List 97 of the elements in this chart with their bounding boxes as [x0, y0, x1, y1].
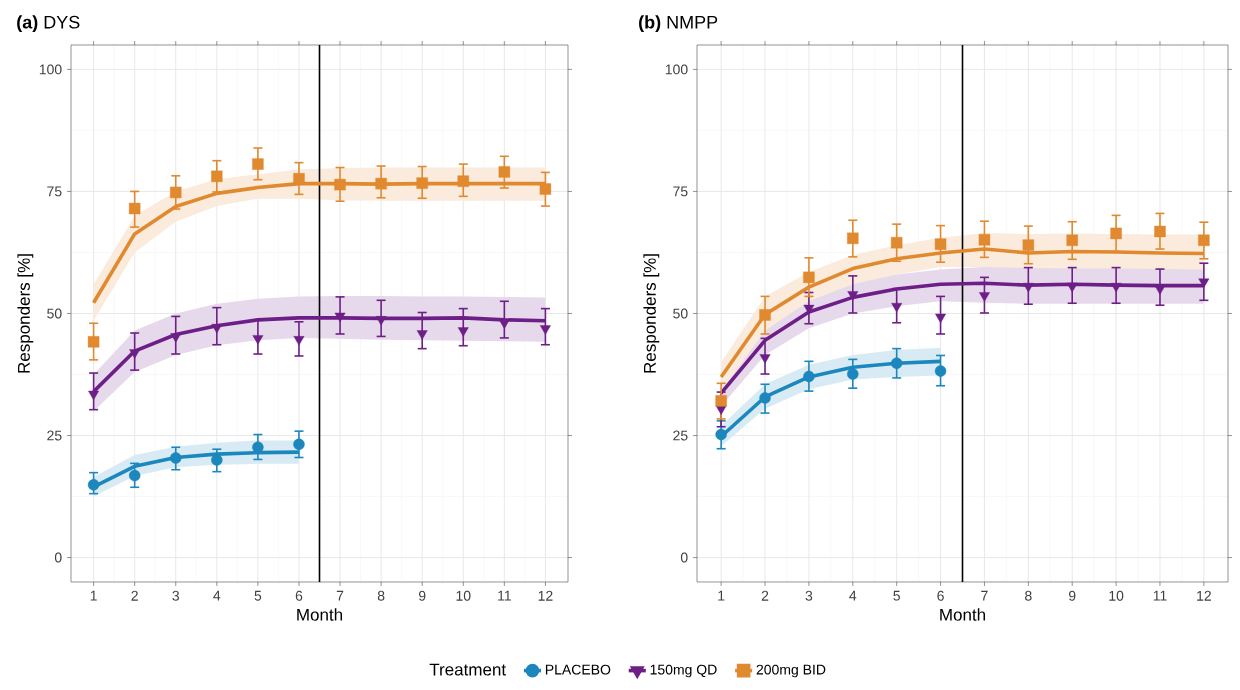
point [498, 166, 511, 178]
point [935, 313, 946, 324]
point [252, 335, 264, 345]
point [457, 175, 469, 187]
x-tick-label: 4 [213, 590, 221, 601]
point [1198, 278, 1210, 288]
point [803, 304, 815, 315]
x-tick-label: 1 [718, 590, 725, 601]
point [1022, 282, 1034, 293]
x-tick-label: 4 [849, 590, 857, 601]
point [978, 234, 991, 246]
x-tick-label: 11 [1153, 590, 1167, 601]
point [803, 271, 815, 284]
x-tick-label: 6 [937, 590, 944, 601]
point [934, 365, 947, 377]
point [715, 405, 727, 415]
point [890, 357, 903, 369]
y-tick-label: 100 [665, 64, 688, 75]
point [759, 354, 771, 364]
y-tick-label: 75 [47, 186, 62, 197]
x-tick-label: 2 [131, 590, 138, 601]
x-axis-title: Month [940, 608, 986, 621]
point [715, 428, 727, 441]
point [375, 316, 387, 326]
x-tick-label: 11 [498, 590, 511, 601]
chart-title: (a) DYS [17, 15, 80, 33]
legend-label: 150mg QD [650, 664, 717, 678]
point [87, 336, 100, 348]
legend-title: Treatment [429, 663, 506, 676]
point [88, 390, 99, 401]
x-tick-label: 8 [377, 590, 385, 601]
x-tick-label: 5 [893, 590, 900, 601]
chart-title: (b) NMPP [639, 15, 718, 33]
point [334, 312, 346, 323]
point [847, 291, 859, 301]
y-tick-label: 100 [39, 64, 62, 75]
x-tick-label: 7 [981, 590, 988, 601]
point [847, 232, 859, 245]
x-tick-label: 8 [1025, 590, 1032, 601]
point [211, 170, 223, 183]
point [1066, 234, 1078, 246]
point [334, 178, 346, 191]
point [170, 186, 182, 199]
point [457, 327, 469, 337]
point [539, 183, 552, 195]
point [211, 323, 223, 334]
point [847, 368, 859, 380]
y-tick-label: 50 [47, 308, 62, 319]
point [87, 479, 100, 491]
x-tick-label: 7 [336, 590, 344, 601]
x-tick-label: 9 [418, 590, 426, 601]
x-tick-label: 3 [172, 590, 180, 601]
point [1110, 227, 1122, 240]
point [129, 349, 141, 359]
x-tick-label: 3 [805, 590, 813, 601]
legend-label: 200mg BID [756, 664, 826, 678]
point [1066, 282, 1078, 293]
point [803, 370, 815, 383]
x-tick-label: 10 [1109, 590, 1124, 601]
x-tick-label: 1 [90, 590, 97, 601]
point [128, 202, 141, 215]
point [252, 441, 264, 453]
point [416, 177, 428, 189]
point [211, 454, 223, 466]
x-axis-title: Month [297, 608, 343, 621]
y-tick-label: 25 [47, 430, 62, 441]
y-tick-label: 0 [680, 552, 688, 563]
y-tick-label: 0 [54, 552, 62, 563]
point [170, 333, 182, 343]
point [1198, 234, 1210, 246]
point [293, 438, 305, 451]
point [1110, 282, 1122, 293]
point [979, 292, 990, 302]
y-axis-title: Responders [%] [17, 254, 34, 373]
point [416, 330, 428, 340]
point [128, 469, 141, 482]
point [934, 238, 947, 250]
y-tick-label: 25 [673, 430, 688, 441]
x-tick-label: 5 [254, 590, 262, 601]
x-tick-label: 12 [1197, 590, 1211, 601]
point [540, 325, 551, 335]
point [891, 302, 903, 313]
x-tick-label: 10 [456, 590, 471, 601]
x-tick-label: 12 [538, 590, 553, 601]
point [375, 177, 387, 190]
y-tick-label: 50 [673, 308, 688, 319]
point [1022, 239, 1035, 251]
x-tick-label: 2 [761, 590, 769, 601]
x-tick-label: 9 [1068, 590, 1076, 601]
legend-label: PLACEBO [545, 664, 611, 675]
point [170, 452, 182, 464]
point [293, 336, 305, 346]
y-tick-label: 75 [673, 186, 688, 197]
point [1154, 225, 1166, 238]
y-axis-title: Responders [%] [643, 254, 660, 373]
x-tick-label: 6 [295, 590, 303, 601]
point [890, 237, 903, 249]
